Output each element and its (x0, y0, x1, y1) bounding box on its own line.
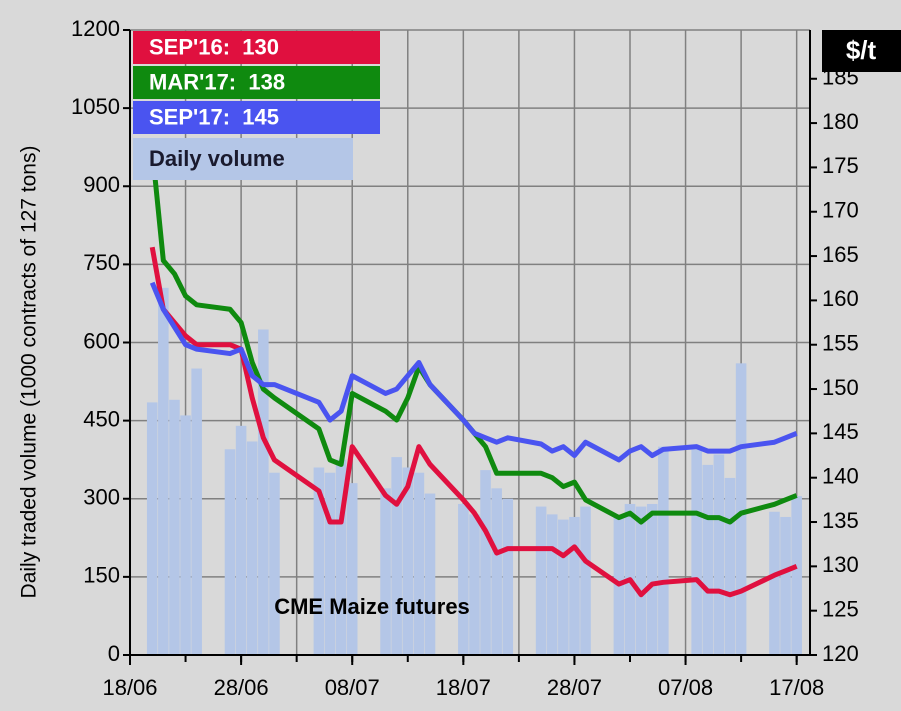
x-tick-label: 08/07 (325, 675, 380, 700)
y2-axis-label: $/t (846, 35, 877, 65)
y2-tick-label: 135 (822, 508, 859, 533)
volume-bar (769, 511, 780, 655)
y2-tick-label: 125 (822, 596, 859, 621)
volume-bar (469, 514, 480, 655)
volume-bar (391, 457, 402, 655)
volume-bar (146, 402, 158, 655)
y2-tick-label: 140 (822, 464, 859, 489)
volume-bar (324, 472, 336, 655)
volume-bar (502, 498, 514, 655)
y-tick-label: 600 (83, 328, 120, 353)
volume-bar (635, 506, 647, 655)
volume-bar (335, 459, 347, 655)
volume-bar (791, 496, 802, 655)
y2-tick-label: 120 (822, 641, 859, 666)
volume-bar (580, 506, 591, 655)
volume-bar (258, 329, 269, 655)
price-line (149, 149, 798, 525)
legend-label: SEP'16: 130 (149, 34, 279, 59)
volume-bar (180, 415, 191, 655)
axes: 0 150 300 450 600 750 900 1050 1200 120 125 130 135 1… (71, 16, 859, 700)
y-tick-label: 750 (83, 250, 120, 275)
volume-bar (424, 493, 436, 655)
volume-bar (269, 472, 280, 655)
y-tick-label: 900 (83, 172, 120, 197)
x-tick-label: 18/07 (436, 675, 491, 700)
volume-bar (558, 519, 569, 655)
y2-tick-label: 130 (822, 552, 859, 577)
volume-bar (313, 467, 325, 655)
legend-swatch (133, 31, 380, 64)
y-tick-label: 1200 (71, 16, 120, 41)
y2-tick-label: 165 (822, 242, 859, 267)
volume-bar (413, 472, 425, 655)
volume-bar (458, 503, 469, 655)
y2-tick-label: 175 (822, 153, 859, 178)
volume-bar (735, 363, 747, 655)
volume-bar (191, 368, 202, 655)
lines (149, 149, 798, 598)
volume-bar (713, 454, 725, 655)
volume-bar (569, 516, 580, 655)
price-line (149, 281, 798, 463)
x-tick-label: 28/07 (547, 675, 602, 700)
legend: SEP'16: 130 MAR'17: 138 SEP'17: 145 Daily v… (133, 31, 380, 180)
volume-bar (646, 503, 658, 655)
bars (146, 287, 802, 655)
volume-bar (658, 446, 669, 655)
y-tick-label: 0 (108, 641, 120, 666)
volume-bar (169, 399, 180, 655)
volume-bar (491, 488, 502, 655)
y2-tick-label: 150 (822, 375, 859, 400)
y-tick-label: 450 (83, 406, 120, 431)
volume-bar (235, 425, 247, 655)
y2-tick-label: 170 (822, 198, 859, 223)
volume-bar (402, 467, 414, 655)
x-tick-label: 17/08 (769, 675, 824, 700)
volume-bar (480, 470, 491, 655)
x-tick-label: 18/06 (102, 675, 157, 700)
y2-label-box (822, 30, 901, 72)
x-tick-label: 28/06 (214, 675, 269, 700)
x-tick-label: 07/08 (658, 675, 713, 700)
y-tick-label: 300 (83, 485, 120, 510)
legend-label: MAR'17: 138 (149, 69, 285, 94)
volume-bar (691, 449, 702, 655)
legend-swatch (133, 101, 380, 134)
y-axis-label: Daily traded volume (1000 contracts of 1… (18, 146, 41, 599)
price-line (149, 246, 798, 598)
legend-swatch (133, 138, 353, 180)
volume-bar (380, 488, 391, 655)
volume-bar (158, 287, 169, 655)
y2-tick-label: 160 (822, 286, 859, 311)
legend-label: Daily volume (149, 146, 285, 171)
volume-bar (246, 441, 258, 655)
volume-bar (224, 449, 236, 655)
annotation: CME Maize futures (274, 594, 470, 619)
legend-label: SEP'17: 145 (149, 104, 279, 129)
legend-swatch (133, 66, 380, 99)
volume-bar (702, 464, 714, 655)
volume-bar (546, 514, 558, 655)
y-tick-label: 150 (83, 563, 120, 588)
volume-bar (346, 483, 358, 655)
volume-bar (724, 477, 736, 655)
y-tick-label: 1050 (71, 94, 120, 119)
y2-tick-label: 145 (822, 419, 859, 444)
y2-tick-label: 180 (822, 109, 859, 134)
volume-bar (535, 506, 547, 655)
volume-bar (780, 516, 791, 655)
y2-tick-label: 155 (822, 331, 859, 356)
